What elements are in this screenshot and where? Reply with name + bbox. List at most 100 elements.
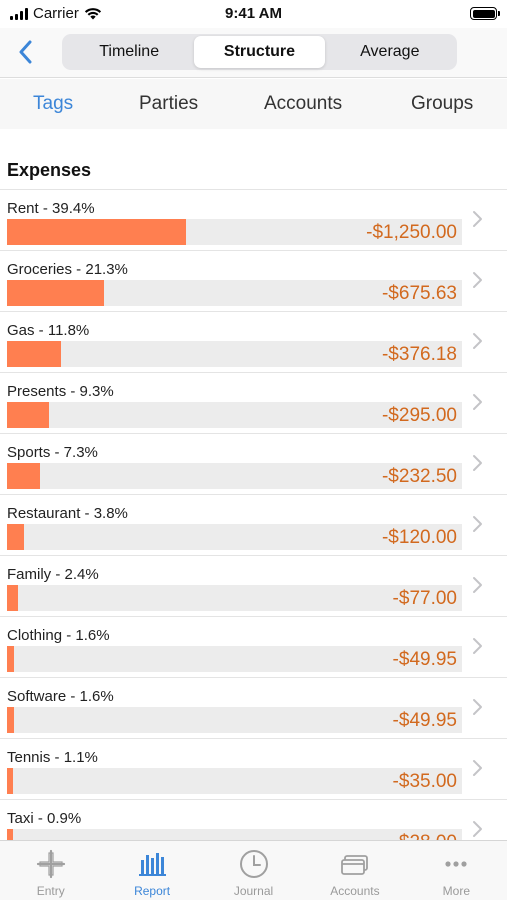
expense-bar-fill [7,524,24,550]
filter-tabs: Tags Parties Accounts Groups [0,79,507,129]
expense-bar-fill [7,829,13,840]
expense-bar-fill [7,219,186,245]
battery-icon [470,7,500,20]
plus-icon [36,849,65,879]
expense-amount: -$77.00 [392,588,457,609]
chevron-right-icon [473,211,482,227]
expense-label: Family - 2.4% [7,566,99,583]
expense-bar-track [7,219,462,245]
report-bars-icon [139,853,167,876]
section-title: Expenses [7,160,92,180]
filter-tab-parties[interactable]: Parties [139,93,199,114]
tab-more-label: More [442,884,470,898]
segment-timeline[interactable]: Timeline [99,43,160,60]
expense-bar-fill [7,585,18,611]
expense-row[interactable]: Restaurant - 3.8% -$120.00 [0,495,507,556]
status-bar: Carrier 9:41 AM [0,0,507,28]
expense-bar-fill [7,463,40,489]
filter-tab-tags[interactable]: Tags [33,93,74,114]
ellipsis-icon [445,861,467,867]
signal-icon [10,7,28,20]
expense-bar-fill [7,341,61,367]
expense-row[interactable]: Rent - 39.4% -$1,250.00 [0,190,507,251]
filter-tab-groups[interactable]: Groups [411,93,474,114]
chevron-right-icon [473,333,482,349]
expense-amount: -$1,250.00 [366,222,457,243]
chevron-right-icon [473,272,482,288]
chevron-right-icon [473,821,482,837]
expense-label: Taxi - 0.9% [7,810,82,827]
expense-amount: -$120.00 [381,527,457,548]
chevron-right-icon [473,394,482,410]
expense-label: Clothing - 1.6% [7,627,110,644]
expense-bar-track [7,829,462,840]
wifi-icon [84,8,101,20]
expense-row[interactable]: Sports - 7.3% -$232.50 [0,434,507,495]
expense-label: Presents - 9.3% [7,383,114,400]
expense-list: Rent - 39.4% -$1,250.00 Groceries - 21.3% -… [0,189,507,840]
expense-label: Software - 1.6% [7,688,114,705]
expense-row[interactable]: Clothing - 1.6% -$49.95 [0,617,507,678]
segment-average[interactable]: Average [360,43,420,60]
filter-tab-accounts[interactable]: Accounts [264,93,343,114]
expense-amount: -$49.95 [392,649,457,670]
expense-label: Sports - 7.3% [7,444,98,461]
expense-amount: -$295.00 [381,405,457,426]
expense-bar-track [7,402,462,428]
cards-icon [341,855,368,875]
expense-row[interactable]: Family - 2.4% -$77.00 [0,556,507,617]
expense-bar-track [7,524,462,550]
expense-amount: -$376.18 [381,344,457,365]
expense-bar-fill [7,707,14,733]
expense-row[interactable]: Presents - 9.3% -$295.00 [0,373,507,434]
chevron-right-icon [473,699,482,715]
expense-bar-track [7,646,462,672]
segment-structure[interactable]: Structure [194,36,325,68]
expense-bar-fill [7,646,14,672]
chevron-right-icon [473,516,482,532]
expense-bar-track [7,463,462,489]
expense-bar-fill [7,280,104,306]
chevron-right-icon [473,577,482,593]
expense-label: Gas - 11.8% [7,322,90,339]
expense-row[interactable]: Gas - 11.8% -$376.18 [0,312,507,373]
expense-label: Groceries - 21.3% [7,261,128,278]
expense-label: Restaurant - 3.8% [7,505,128,522]
expense-amount: -$35.00 [392,771,457,792]
chevron-right-icon [473,638,482,654]
expense-amount: -$232.50 [381,466,457,487]
tab-more[interactable]: More [406,841,507,900]
expense-bar-fill [7,768,13,794]
tab-journal-label: Journal [233,884,274,898]
expense-amount: -$675.63 [381,283,457,304]
expense-row[interactable]: Taxi - 0.9% -$28.00 [0,800,507,840]
expense-bar-fill [7,402,49,428]
expense-bar-track [7,341,462,367]
expense-bar-track [7,707,462,733]
tab-entry-label: Entry [36,884,65,898]
back-button[interactable] [12,36,38,68]
expense-label: Rent - 39.4% [7,200,95,217]
expense-amount: -$49.95 [392,710,457,731]
expense-bar-track [7,280,462,306]
tab-accounts-label: Accounts [330,884,380,898]
tab-bar: Entry Report Journal Accounts [0,840,507,900]
status-left: Carrier [10,5,102,22]
expense-row[interactable]: Groceries - 21.3% -$675.63 [0,251,507,312]
nav-bar: Timeline Structure Average [0,28,507,78]
tab-report[interactable]: Report [101,841,202,900]
expense-amount: -$28.00 [393,832,457,840]
expense-row[interactable]: Software - 1.6% -$49.95 [0,678,507,739]
chevron-right-icon [473,455,482,471]
tab-journal[interactable]: Journal [203,841,304,900]
chevron-right-icon [473,760,482,776]
clock-icon [239,850,268,878]
expense-row[interactable]: Tennis - 1.1% -$35.00 [0,739,507,800]
tab-accounts[interactable]: Accounts [304,841,405,900]
carrier-label: Carrier [33,5,79,22]
expense-bar-track [7,768,462,794]
view-segmented-control: Timeline Structure Average [62,34,457,70]
expense-bar-track [7,585,462,611]
tab-entry[interactable]: Entry [0,841,101,900]
chevron-left-icon [19,40,32,64]
